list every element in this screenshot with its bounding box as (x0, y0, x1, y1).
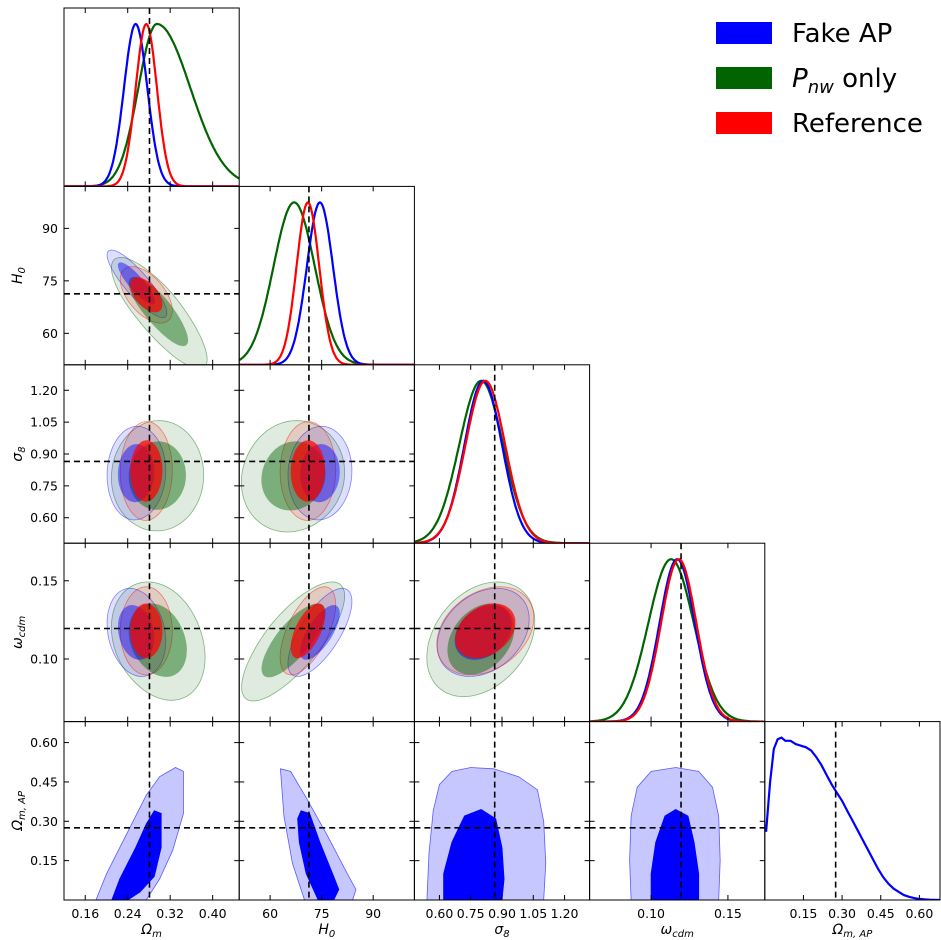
panel-diag-omap (765, 721, 940, 900)
fake-ap-contour-68 (443, 809, 505, 900)
x-axis-label-omap: Ωm, AP (832, 922, 874, 940)
reference-posterior-curve (64, 22, 240, 187)
x-tick-label: 0.90 (488, 906, 516, 921)
y-tick-label: 1.05 (30, 415, 58, 430)
x-tick-label: 0.10 (637, 906, 665, 921)
y-axis-label-h0: H0 (10, 267, 28, 284)
x-tick-label: 0.45 (867, 906, 895, 921)
fake-ap-contour-95 (279, 768, 357, 900)
pnw_only-posterior-curve (589, 558, 765, 722)
y-tick-label: 0.75 (30, 478, 58, 493)
reference-contour-68 (290, 440, 326, 502)
y-tick-label: 0.15 (30, 573, 58, 588)
x-tick-label: 60 (262, 906, 278, 921)
x-tick-label: 0.40 (199, 906, 227, 921)
panel-h0-s8 (239, 364, 415, 544)
legend: Fake AP Pnw only Reference (716, 19, 923, 139)
panel-wc-omap (589, 721, 765, 900)
y-tick-label: 1.20 (30, 383, 58, 398)
fake_ap-posterior-curve (589, 558, 765, 722)
reference-legend-swatch (716, 112, 772, 134)
reference-posterior-curve (589, 558, 765, 722)
panel-frame (589, 542, 766, 723)
y-axis-label-omap: Ωm, AP (10, 790, 28, 832)
panel-om-wc (64, 543, 240, 722)
x-tick-label: 75 (314, 906, 330, 921)
fake_ap-posterior-curve (239, 201, 415, 365)
y-tick-label: 0.45 (30, 774, 58, 789)
y-tick-label: 0.15 (30, 853, 58, 868)
panel-diag-om (64, 8, 240, 187)
y-tick-label: 0.90 (30, 447, 58, 462)
pnw_only-posterior-curve (414, 379, 590, 544)
y-tick-label: 0.60 (30, 510, 58, 525)
x-axis-label-s8: σ8 (494, 922, 509, 940)
x-tick-label: 90 (365, 906, 381, 921)
reference-legend-label: Reference (792, 109, 923, 139)
panel-frame (63, 7, 240, 187)
x-tick-label: 0.30 (828, 906, 856, 921)
panel-s8-wc (414, 543, 590, 722)
fake-ap-contour-68 (297, 810, 340, 900)
reference-posterior-curve (414, 379, 590, 544)
panel-s8-omap (414, 721, 590, 900)
fake-ap-posterior-curve (765, 736, 940, 900)
y-tick-label: 60 (42, 326, 58, 341)
pnw_only-legend-label: Pnw only (792, 64, 897, 98)
x-tick-label: 0.15 (790, 906, 818, 921)
x-tick-label: 0.60 (426, 906, 454, 921)
x-axis-label-wc: ωcdm (661, 922, 695, 940)
y-tick-label: 0.30 (30, 814, 58, 829)
x-axis-label-om: Ωm (140, 922, 162, 940)
fake-ap-contour-68 (650, 809, 700, 900)
y-axis-label-wc: ωcdm (10, 615, 28, 649)
panel-h0-omap (239, 721, 415, 900)
x-tick-label: 0.15 (714, 906, 742, 921)
reference-contour-68 (290, 603, 326, 659)
panel-frame (764, 721, 941, 901)
reference-contour-68 (130, 603, 163, 659)
reference-contour-68 (130, 440, 163, 502)
panel-h0-wc (239, 543, 415, 722)
x-tick-label: 0.16 (71, 906, 99, 921)
panel-diag-h0 (239, 186, 415, 365)
fake-ap-contour-95 (95, 767, 184, 900)
y-tick-label: 75 (42, 273, 58, 288)
x-tick-label: 0.75 (457, 906, 485, 921)
x-tick-label: 0.60 (905, 906, 933, 921)
panel-frame (238, 185, 415, 366)
y-tick-label: 0.10 (30, 652, 58, 667)
reference-contour-68 (455, 603, 516, 659)
x-tick-label: 0.24 (114, 906, 142, 921)
fake_ap-posterior-curve (414, 379, 590, 544)
y-axis-label-s8: σ8 (10, 446, 28, 461)
fake_ap-legend-label: Fake AP (792, 19, 892, 49)
pnw_only-legend-swatch (716, 67, 772, 89)
x-tick-label: 1.05 (519, 906, 547, 921)
x-tick-label: 0.32 (156, 906, 184, 921)
panel-om-omap (64, 721, 240, 900)
panel-diag-wc (589, 543, 765, 722)
y-tick-label: 0.60 (30, 735, 58, 750)
reference-contour-68 (130, 277, 163, 313)
fake_ap-legend-swatch (716, 22, 772, 44)
x-tick-label: 1.20 (551, 906, 579, 921)
panel-om-s8 (64, 364, 240, 544)
x-axis-label-h0: H0 (318, 922, 335, 940)
y-tick-label: 90 (42, 221, 58, 236)
panel-om-h0 (64, 186, 240, 365)
panel-diag-s8 (414, 364, 590, 544)
